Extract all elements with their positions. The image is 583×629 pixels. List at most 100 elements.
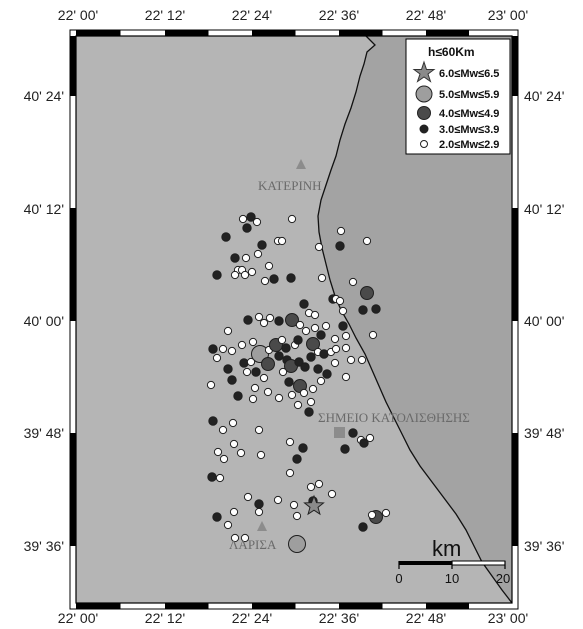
latitude-labels-right: 40' 24' 40' 12' 40' 00' 39' 48' 39' 36' [524, 88, 564, 554]
event-m2 [254, 312, 264, 322]
frame-bar [252, 603, 296, 609]
event-m2 [264, 261, 274, 271]
event-m4 [306, 337, 320, 351]
event-m2 [248, 337, 258, 347]
event-m2 [331, 344, 341, 354]
event-m3 [208, 344, 218, 354]
lon-label: 22' 48' [406, 610, 446, 626]
event-m2 [241, 253, 251, 263]
event-m2 [247, 267, 257, 277]
event-m3 [223, 364, 233, 374]
medium-circle-icon [417, 106, 431, 120]
event-m3 [251, 367, 261, 377]
event-m2 [277, 236, 287, 246]
frame-bar [165, 30, 209, 36]
event-m2 [212, 353, 222, 363]
event-m2 [327, 489, 337, 499]
frame-bar [76, 30, 121, 36]
scale-unit: km [432, 536, 461, 561]
frame-bar [70, 36, 76, 96]
event-m2 [228, 418, 238, 428]
event-m2 [227, 346, 237, 356]
event-m2 [263, 387, 273, 397]
small-circle-icon [419, 124, 429, 134]
frame-bar [512, 433, 518, 546]
event-m3 [304, 407, 314, 417]
map-frame [69, 29, 519, 610]
event-m2 [341, 343, 351, 353]
event-m2 [341, 331, 351, 341]
event-m3 [294, 357, 304, 367]
event-m2 [289, 500, 299, 510]
event-m2 [259, 373, 269, 383]
event-m3 [212, 270, 222, 280]
event-m2 [310, 310, 320, 320]
event-m2 [259, 318, 269, 328]
event-m3 [239, 358, 249, 368]
event-m2 [321, 321, 331, 331]
legend-item-label: 4.0≤Mw≤4.9 [439, 108, 499, 120]
legend-item-label: 2.0≤Mw≤2.9 [439, 139, 499, 151]
event-m2 [250, 383, 260, 393]
event-m2 [248, 394, 258, 404]
legend-item-label: 3.0≤Mw≤3.9 [439, 124, 499, 136]
event-m2 [306, 482, 316, 492]
event-m2 [240, 533, 250, 543]
frame-bar [426, 30, 469, 36]
event-m2 [273, 495, 283, 505]
lon-label: 22' 12' [145, 7, 185, 23]
event-m3 [313, 364, 323, 374]
frame-bar [339, 603, 383, 609]
legend-item-label: 5.0≤Mw≤5.9 [439, 89, 499, 101]
event-m3 [207, 472, 217, 482]
lat-label: 40' 24' [524, 88, 564, 104]
longitude-labels-bottom: 22' 00' 22' 12' 22' 24' 22' 36' 22' 48' … [58, 610, 528, 626]
larisa-label: ΛΑΡΙΣΑ [229, 537, 277, 552]
event-m2 [206, 380, 216, 390]
event-m3 [293, 335, 303, 345]
event-m2 [357, 355, 367, 365]
event-m4 [285, 313, 299, 327]
lon-label: 22' 12' [145, 610, 185, 626]
lon-label: 22' 36' [319, 610, 359, 626]
event-m2 [295, 320, 305, 330]
event-m3 [348, 428, 358, 438]
event-m3 [371, 304, 381, 314]
longitude-labels-top: 22' 00' 22' 12' 22' 24' 22' 36' 22' 48' … [58, 7, 528, 23]
magnitude-legend: h≤60Km 6.0≤Mw≤6.5 5.0≤Mw≤5.9 4.0≤Mw≤4.9 … [405, 38, 511, 155]
larisa-marker-icon [257, 521, 267, 531]
legend-item-label: 6.0≤Mw≤6.5 [439, 68, 499, 80]
event-m2 [277, 335, 287, 345]
event-m3 [221, 232, 231, 242]
event-m2 [253, 249, 263, 259]
event-m2 [240, 270, 250, 280]
lat-label: 40' 24' [24, 88, 64, 104]
event-m2 [254, 425, 264, 435]
hollow-circle-icon [420, 140, 428, 148]
event-m2 [316, 376, 326, 386]
event-m3 [359, 438, 369, 448]
event-m3 [230, 253, 240, 263]
lat-label: 40' 12' [524, 201, 564, 217]
event-m3 [227, 375, 237, 385]
event-m2 [365, 433, 375, 443]
frame-bar [426, 603, 469, 609]
event-m2 [293, 400, 303, 410]
event-m3 [243, 315, 253, 325]
event-m3 [292, 454, 302, 464]
lat-label: 39' 48' [524, 425, 564, 441]
event-m2 [308, 384, 318, 394]
event-m3 [284, 377, 294, 387]
event-m3 [316, 330, 326, 340]
event-m2 [265, 313, 275, 323]
event-m2 [301, 326, 311, 336]
lat-label: 39' 48' [24, 425, 64, 441]
frame-bar [339, 30, 383, 36]
event-m2 [274, 393, 284, 403]
event-m2 [229, 507, 239, 517]
lon-label: 23' 00' [488, 610, 528, 626]
katerini-label: ΚΑΤΕΡΙΝΗ [258, 178, 322, 193]
large-circle-icon [415, 85, 433, 103]
event-m2 [310, 323, 320, 333]
latitude-labels-left: 40' 24' 40' 12' 40' 00' 39' 48' 39' 36' [24, 88, 64, 554]
